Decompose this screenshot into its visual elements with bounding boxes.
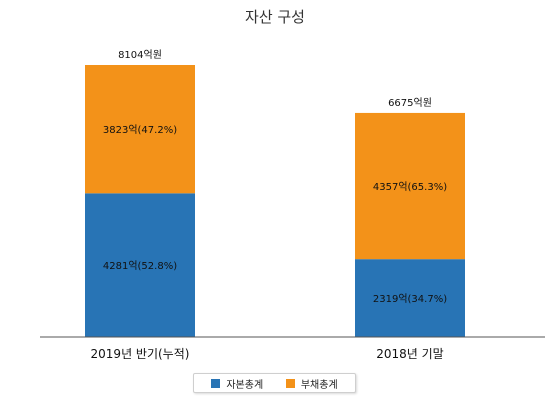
bar-segment-equity-0[interactable] bbox=[85, 193, 195, 337]
legend-label-liabilities: 부채총계 bbox=[300, 379, 338, 391]
total-label-1: 6675억원 bbox=[388, 97, 432, 109]
data-label-liabilities-1: 4357억(65.3%) bbox=[373, 181, 447, 193]
legend-item-liabilities[interactable]: 부채총계 bbox=[285, 376, 338, 391]
bar-segment-equity-1[interactable] bbox=[355, 259, 465, 337]
data-label-equity-0: 4281억(52.8%) bbox=[103, 260, 177, 272]
x-tick-label-0: 2019년 반기(누적) bbox=[91, 347, 190, 361]
legend-label-equity: 자본총계 bbox=[226, 379, 264, 391]
category-labels: 2019년 반기(누적) 2018년 기말 bbox=[91, 347, 444, 361]
data-label-equity-1: 2319억(34.7%) bbox=[373, 293, 447, 305]
total-label-0: 8104억원 bbox=[118, 49, 162, 61]
x-tick-label-1: 2018년 기말 bbox=[376, 347, 443, 361]
bar-segment-liabilities-0[interactable] bbox=[85, 65, 195, 194]
legend: 자본총계 부채총계 bbox=[193, 373, 356, 393]
legend-swatch-equity bbox=[211, 378, 221, 388]
bar-segment-liabilities-1[interactable] bbox=[355, 112, 465, 260]
legend-item-equity[interactable]: 자본총계 bbox=[211, 376, 263, 391]
data-label-liabilities-0: 3823억(47.2%) bbox=[103, 124, 177, 136]
chart-title: 자산 구성 bbox=[245, 8, 305, 26]
legend-swatch-liabilities bbox=[285, 378, 295, 388]
bars-group: 4281억(52.8%) 3823억(47.2%) 8104억원 2319억(34.7… bbox=[85, 49, 465, 337]
